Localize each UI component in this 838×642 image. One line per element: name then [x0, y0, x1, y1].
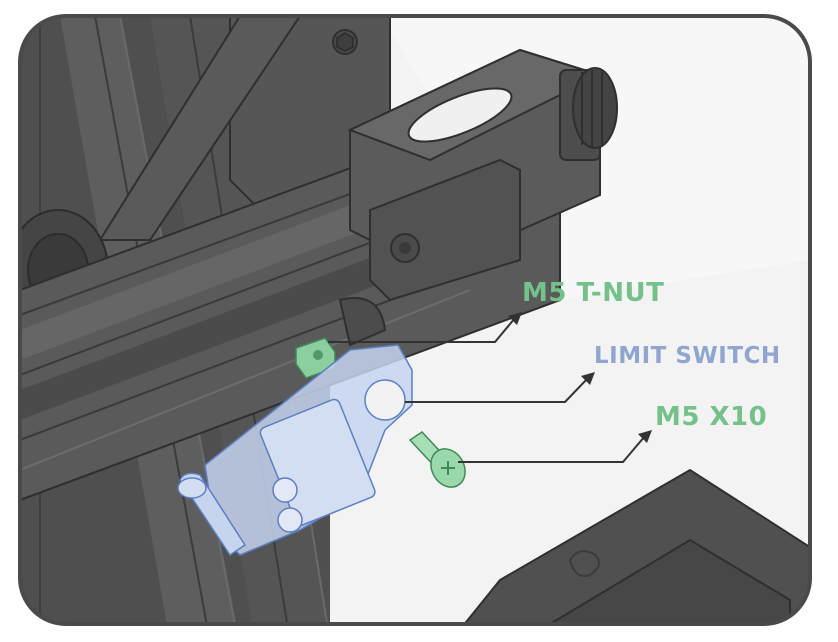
t-nut-label: M5 T-NUT — [522, 278, 665, 308]
control-box — [447, 468, 810, 624]
leader-t-nut — [328, 317, 516, 343]
image-frame — [18, 14, 812, 626]
bracket-block — [338, 48, 603, 347]
leader-arrowheads — [508, 312, 652, 443]
switch-screw-2 — [277, 507, 303, 533]
switch-screw-1 — [272, 477, 298, 503]
plate-cutout — [98, 16, 302, 241]
limit-switch-label: LIMIT SWITCH — [594, 343, 781, 369]
screw-label: M5 X10 — [655, 402, 768, 432]
limit-switch-part — [177, 344, 413, 557]
m5-screw-part — [408, 431, 466, 488]
adjust-knob — [559, 67, 618, 161]
leader-limit-switch — [405, 377, 589, 403]
logo-mark — [568, 550, 600, 577]
leader-screw — [458, 435, 646, 463]
bracket-slot — [407, 87, 513, 143]
leader-lines — [328, 317, 646, 463]
